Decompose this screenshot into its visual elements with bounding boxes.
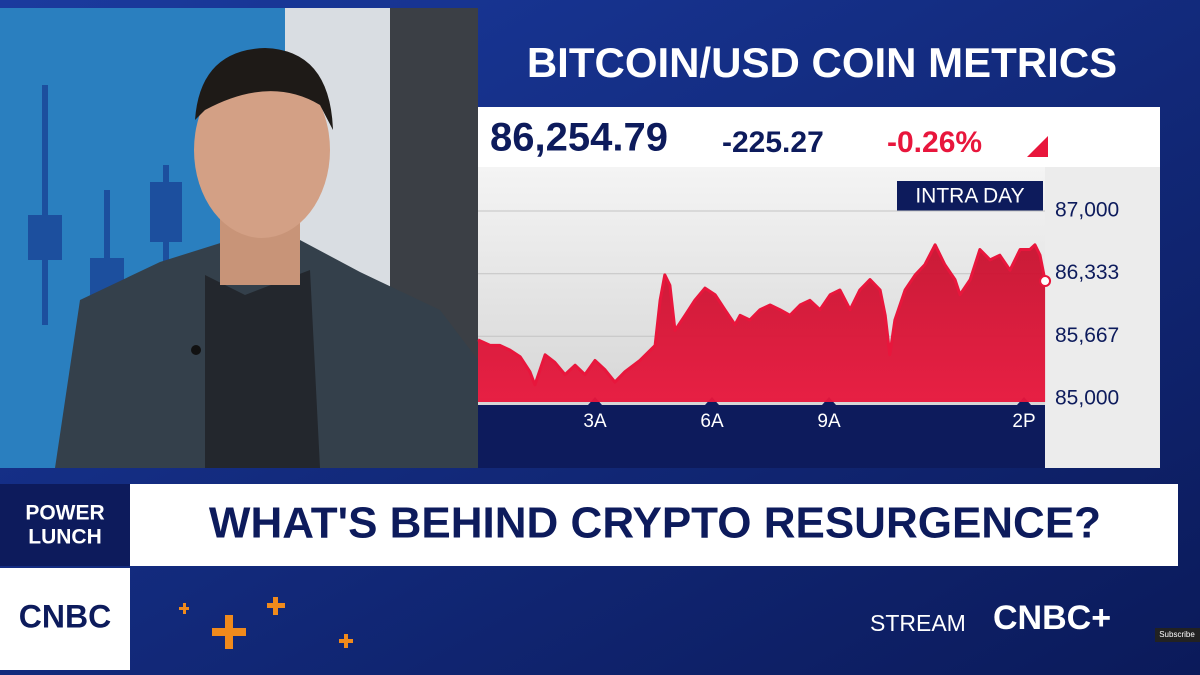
stream-brand: CNBC+ bbox=[993, 599, 1111, 637]
video-feed bbox=[0, 8, 478, 468]
network-box bbox=[0, 568, 130, 670]
x-tick-label: 2P bbox=[1012, 411, 1035, 432]
headline: WHAT'S BEHIND CRYPTO RESURGENCE? bbox=[209, 499, 1101, 548]
hair bbox=[195, 48, 333, 130]
stream-label: STREAM bbox=[870, 610, 966, 636]
network-logo: CNBC bbox=[19, 598, 111, 634]
x-tick-label: 9A bbox=[817, 411, 841, 432]
chart-title: BITCOIN/USD COIN METRICS bbox=[527, 39, 1117, 86]
range-label: INTRA DAY bbox=[915, 185, 1024, 208]
y-tick-label: 87,000 bbox=[1055, 199, 1119, 222]
subscribe-label[interactable]: Subscribe bbox=[1159, 630, 1195, 639]
price: 86,254.79 bbox=[490, 116, 668, 160]
x-axis-panel bbox=[478, 405, 1045, 468]
area-fill bbox=[478, 244, 1046, 402]
price-change: -225.27 bbox=[722, 126, 824, 159]
show-name: LUNCH bbox=[28, 526, 102, 549]
shirt bbox=[205, 270, 320, 468]
price-line bbox=[477, 243, 1047, 387]
headline-bar bbox=[130, 484, 1178, 566]
y-tick-label: 85,000 bbox=[1055, 387, 1119, 410]
show-box bbox=[0, 484, 130, 566]
show-name: POWER bbox=[25, 502, 104, 525]
percent-change: -0.26% bbox=[887, 126, 982, 159]
chart: 85,000 85,667 86,333 87,000 3A 6A 9A 2P bbox=[477, 199, 1119, 432]
y-tick-label: 85,667 bbox=[1055, 324, 1119, 347]
y-axis-panel bbox=[1045, 167, 1160, 468]
face bbox=[194, 62, 330, 238]
x-tick-label: 6A bbox=[700, 411, 724, 432]
last-price-dot bbox=[1039, 275, 1052, 288]
down-indicator bbox=[1027, 136, 1048, 157]
y-tick-label: 86,333 bbox=[1055, 261, 1119, 284]
lapel-mic bbox=[191, 345, 201, 355]
range-badge bbox=[897, 181, 1043, 211]
subscribe-button[interactable] bbox=[1155, 628, 1200, 642]
decorative-plus bbox=[179, 597, 353, 649]
x-tick-label: 3A bbox=[583, 411, 607, 432]
